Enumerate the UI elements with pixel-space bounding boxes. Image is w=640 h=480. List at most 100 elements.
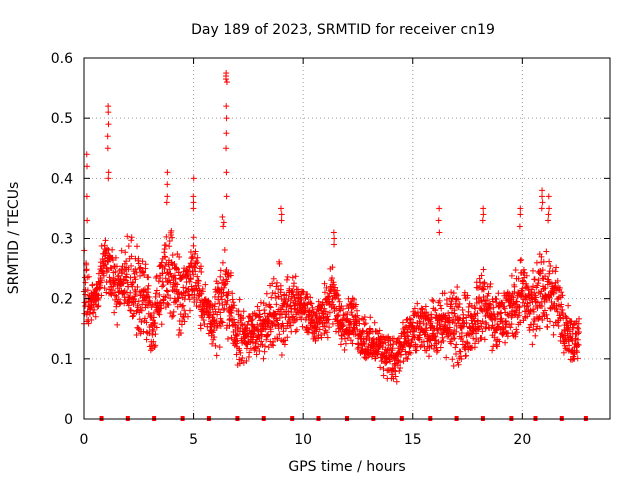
data-point <box>530 283 537 290</box>
data-point <box>112 268 119 275</box>
data-point <box>212 342 219 349</box>
data-point <box>377 364 384 371</box>
data-point <box>142 261 149 268</box>
data-point <box>166 266 173 273</box>
data-point <box>278 211 285 218</box>
data-point <box>128 262 135 269</box>
data-point <box>221 305 228 312</box>
data-point <box>278 352 285 359</box>
data-point <box>434 347 441 354</box>
data-point <box>83 266 90 273</box>
data-points <box>80 70 583 385</box>
data-point <box>360 316 367 323</box>
data-point <box>256 307 263 314</box>
data-point <box>437 344 444 351</box>
data-point <box>166 243 173 250</box>
data-point <box>173 266 180 273</box>
data-point <box>391 360 398 367</box>
data-point <box>453 341 460 348</box>
data-point <box>217 273 224 280</box>
data-point <box>163 199 170 206</box>
data-point <box>104 145 111 152</box>
data-point <box>145 274 152 281</box>
data-point <box>274 279 281 286</box>
data-point <box>237 325 244 332</box>
data-point <box>138 307 145 314</box>
data-point <box>262 343 269 350</box>
data-point <box>195 277 202 284</box>
data-point <box>254 303 261 310</box>
data-point <box>269 321 276 328</box>
data-point <box>315 298 322 305</box>
data-point <box>100 272 107 279</box>
data-point <box>397 359 404 366</box>
data-point <box>452 344 459 351</box>
data-point <box>108 291 115 298</box>
data-point <box>429 296 436 303</box>
data-point <box>332 284 339 291</box>
data-point <box>481 336 488 343</box>
data-point <box>164 169 171 176</box>
data-point <box>295 309 302 316</box>
data-point <box>227 269 234 276</box>
data-point <box>349 312 356 319</box>
data-point <box>367 314 374 321</box>
data-point <box>330 229 337 236</box>
data-point <box>544 324 551 331</box>
data-point <box>152 320 159 327</box>
data-point <box>201 321 208 328</box>
data-point <box>252 344 259 351</box>
data-point <box>274 335 281 342</box>
data-point <box>207 309 214 316</box>
data-point <box>105 103 112 110</box>
data-point <box>341 346 348 353</box>
data-point <box>220 219 227 226</box>
data-point <box>214 280 221 287</box>
data-point <box>153 324 160 331</box>
data-point <box>313 328 320 335</box>
data-point <box>159 283 166 290</box>
data-point <box>176 326 183 333</box>
data-point <box>390 367 397 374</box>
data-point <box>212 300 219 307</box>
data-point <box>465 303 472 310</box>
data-point <box>342 340 349 347</box>
data-point <box>264 332 271 339</box>
data-point <box>308 300 315 307</box>
data-point <box>289 274 296 281</box>
data-point <box>502 339 509 346</box>
data-point <box>214 311 221 318</box>
data-point <box>150 338 157 345</box>
data-point <box>244 321 251 328</box>
data-point <box>105 175 112 182</box>
data-point <box>426 353 433 360</box>
data-point <box>309 304 316 311</box>
data-point <box>191 291 198 298</box>
data-point <box>331 241 338 248</box>
data-point <box>198 268 205 275</box>
data-point <box>85 320 92 327</box>
data-point <box>372 355 379 362</box>
data-point <box>354 326 361 333</box>
data-point <box>318 334 325 341</box>
data-point <box>546 205 553 212</box>
data-point <box>221 246 228 253</box>
data-point <box>186 296 193 303</box>
data-point <box>508 272 515 279</box>
data-point <box>387 341 394 348</box>
data-point <box>152 342 159 349</box>
data-point <box>265 331 272 338</box>
data-point <box>329 264 336 271</box>
data-point <box>109 246 116 253</box>
data-point <box>268 294 275 301</box>
data-point <box>351 296 358 303</box>
data-point <box>143 319 150 326</box>
data-point <box>158 321 165 328</box>
data-point <box>152 293 159 300</box>
data-point <box>272 290 279 297</box>
data-point <box>190 199 197 206</box>
data-point <box>161 265 168 272</box>
data-point <box>438 305 445 312</box>
data-point <box>330 301 337 308</box>
data-point <box>223 115 230 122</box>
